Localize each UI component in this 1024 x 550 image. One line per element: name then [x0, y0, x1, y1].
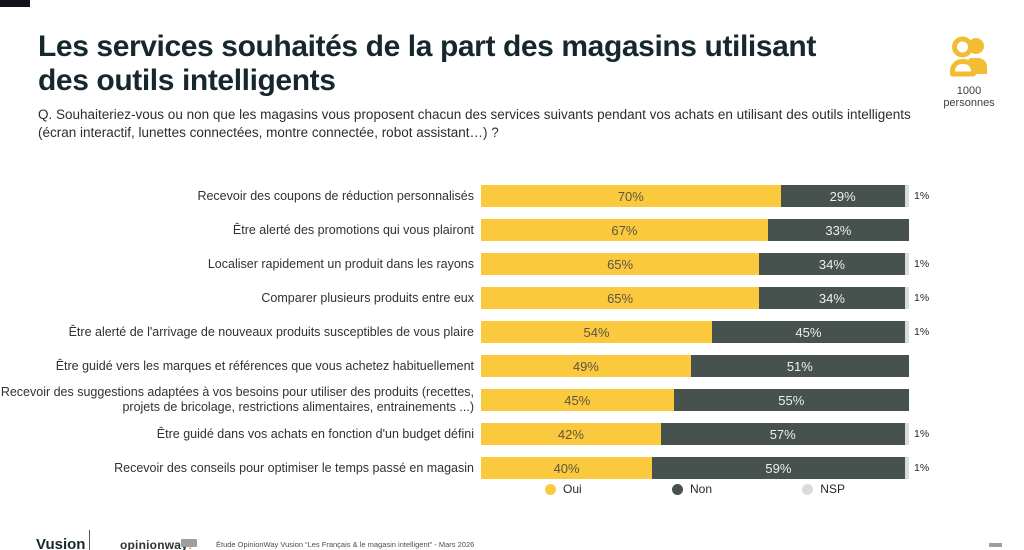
bar-segment-oui: 45%	[481, 389, 674, 411]
chart-row: Être alerté de l'arrivage de nouveaux pr…	[0, 315, 1024, 349]
bar-segment-nsp	[904, 321, 909, 343]
legend-dot-non	[671, 483, 683, 495]
bar-segment-non: 34%	[759, 253, 905, 275]
bar-segment-oui: 67%	[481, 219, 768, 241]
page-number-mark	[989, 543, 1002, 547]
bar-segment-oui: 54%	[481, 321, 713, 343]
bar-segment-oui: 40%	[481, 457, 653, 479]
legend-dot-nsp	[802, 483, 814, 495]
legend-item-non: Non	[671, 482, 712, 496]
bar-segment-oui: 65%	[481, 253, 760, 275]
legend-item-oui: Oui	[545, 482, 582, 496]
chart-row: Recevoir des coupons de réduction person…	[0, 179, 1024, 213]
chart-row: Recevoir des conseils pour optimiser le …	[0, 451, 1024, 485]
category-label: Recevoir des suggestions adaptées à vos …	[0, 385, 474, 414]
bar-segment-non: 33%	[767, 219, 909, 241]
source-note: Étude OpinionWay Vusion “Les Français & …	[216, 540, 475, 549]
bar-segment-nsp	[904, 185, 909, 207]
bar-segment-non: 55%	[673, 389, 909, 411]
legend-item-nsp: NSP	[802, 482, 845, 496]
footer: Vusion opinionway: Étude OpinionWay Vusi…	[0, 530, 1024, 550]
nsp-value-label: 1%	[914, 190, 930, 202]
sample-size-badge: 1000 personnes	[928, 34, 1010, 109]
bar-segment-non: 57%	[660, 423, 905, 445]
category-label: Être alerté de l'arrivage de nouveaux pr…	[68, 324, 474, 339]
bar-segment-non: 59%	[652, 457, 905, 479]
bar-segment-non: 29%	[780, 185, 905, 207]
footer-divider	[89, 530, 90, 550]
agency-name: opinionway	[120, 538, 188, 550]
legend-label-nsp: NSP	[820, 482, 845, 496]
bar-segment-non: 34%	[759, 287, 905, 309]
bar-segment-oui: 65%	[481, 287, 760, 309]
category-label: Être alerté des promotions qui vous plai…	[232, 222, 474, 237]
nsp-value-label: 1%	[914, 258, 930, 270]
sample-count: 1000	[956, 85, 982, 97]
bar-segment-nsp	[904, 423, 909, 445]
bar-segment-oui: 70%	[481, 185, 781, 207]
legend-label-oui: Oui	[563, 482, 582, 496]
chart-row: Être guidé dans vos achats en fonction d…	[0, 417, 1024, 451]
nsp-value-label: 1%	[914, 462, 930, 474]
stacked-bar: 67% 33%	[481, 219, 909, 241]
page-title: Les services souhaités de la part des ma…	[38, 30, 816, 97]
nsp-value-label: 1%	[914, 428, 930, 440]
chart-row: Être alerté des promotions qui vous plai…	[0, 213, 1024, 247]
stacked-bar: 40% 59%	[481, 457, 909, 479]
bar-segment-oui: 42%	[481, 423, 661, 445]
category-label: Être guidé dans vos achats en fonction d…	[156, 426, 474, 441]
legend-label-non: Non	[689, 482, 712, 496]
partner-logo	[181, 539, 197, 547]
people-icon	[946, 36, 992, 82]
bar-segment-non: 45%	[712, 321, 905, 343]
category-label: Localiser rapidement un produit dans les…	[207, 256, 474, 271]
stacked-bar: 42% 57%	[481, 423, 909, 445]
bar-segment-nsp	[904, 287, 909, 309]
stacked-bar: 65% 34%	[481, 253, 909, 275]
chart-row: Localiser rapidement un produit dans les…	[0, 247, 1024, 281]
nsp-value-label: 1%	[914, 326, 930, 338]
legend: Oui Non NSP	[545, 482, 845, 496]
bar-segment-nsp	[904, 457, 909, 479]
stacked-bar: 65% 34%	[481, 287, 909, 309]
chart-row: Recevoir des suggestions adaptées à vos …	[0, 383, 1024, 417]
title-line-2: des outils intelligents	[38, 63, 336, 97]
brand-logo: Vusion	[36, 536, 86, 550]
bar-segment-non: 51%	[690, 355, 909, 377]
stacked-bar: 45% 55%	[481, 389, 909, 411]
category-label: Comparer plusieurs produits entre eux	[261, 290, 474, 305]
legend-dot-oui	[545, 483, 556, 495]
chart-row: Être guidé vers les marques et référence…	[0, 349, 1024, 383]
chart-row: Comparer plusieurs produits entre eux 65%…	[0, 281, 1024, 315]
corner-mark	[0, 0, 30, 7]
bar-segment-nsp	[904, 253, 909, 275]
category-label: Recevoir des coupons de réduction person…	[197, 188, 474, 203]
category-label: Être guidé vers les marques et référence…	[55, 358, 474, 373]
sample-unit: personnes	[943, 97, 995, 109]
title-line-1: Les services souhaités de la part des ma…	[38, 30, 816, 63]
chart-rows: Recevoir des coupons de réduction person…	[0, 179, 1024, 485]
stacked-bar: 49% 51%	[481, 355, 909, 377]
bar-segment-oui: 49%	[481, 355, 691, 377]
stacked-bar: 54% 45%	[481, 321, 909, 343]
stacked-bar: 70% 29%	[481, 185, 909, 207]
nsp-value-label: 1%	[914, 292, 930, 304]
category-label: Recevoir des conseils pour optimiser le …	[114, 460, 474, 475]
question-text: Q. Souhaiteriez-vous ou non que les maga…	[38, 107, 911, 140]
